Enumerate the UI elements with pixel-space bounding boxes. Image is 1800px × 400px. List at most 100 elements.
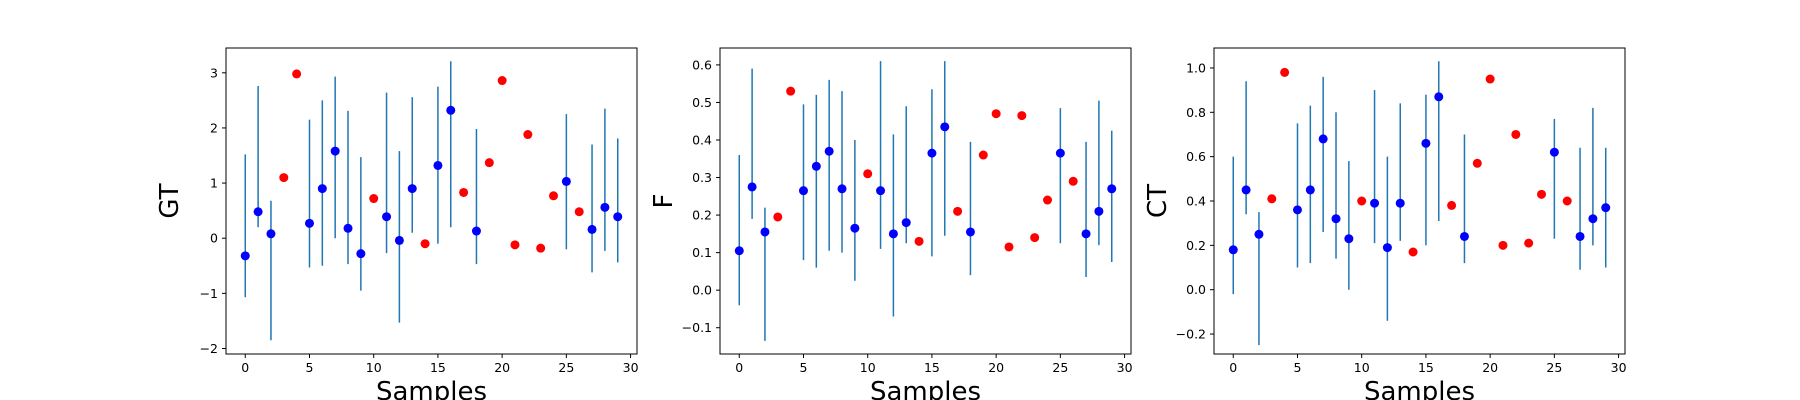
data-point <box>536 243 546 253</box>
data-point <box>561 176 571 186</box>
data-point <box>914 236 924 246</box>
data-point <box>1408 247 1418 257</box>
data-point <box>786 86 796 96</box>
data-point <box>1588 214 1598 224</box>
series-0 <box>734 61 1117 341</box>
x-tick-label: 5 <box>306 360 314 375</box>
data-point <box>876 186 886 196</box>
data-point <box>940 122 950 132</box>
y-tick-label: 2 <box>210 120 218 135</box>
x-tick-label: 25 <box>1546 360 1562 375</box>
data-point <box>266 229 276 239</box>
x-tick-label: 10 <box>1354 360 1370 375</box>
y-tick-label: 0.0 <box>692 283 712 298</box>
data-point <box>1318 134 1328 144</box>
data-point <box>1280 67 1290 77</box>
y-tick-label: 0.2 <box>692 208 712 223</box>
x-tick-label: 20 <box>988 360 1004 375</box>
x-tick-label: 0 <box>241 360 249 375</box>
series-1 <box>773 86 1078 252</box>
x-tick-label: 15 <box>430 360 446 375</box>
data-point <box>471 226 481 236</box>
data-point <box>240 251 250 261</box>
data-point <box>991 109 1001 119</box>
x-tick-label: 0 <box>735 360 743 375</box>
data-point <box>1068 176 1078 186</box>
data-point <box>837 184 847 194</box>
data-point <box>1395 198 1405 208</box>
data-point <box>407 184 417 194</box>
data-point <box>1472 158 1482 168</box>
series-0 <box>240 61 623 341</box>
plot-frame <box>225 47 638 355</box>
data-point <box>1267 194 1277 204</box>
data-point <box>1575 231 1585 241</box>
data-point <box>330 146 340 156</box>
data-point <box>574 207 584 217</box>
x-tick-label: 10 <box>366 360 382 375</box>
data-point <box>1305 185 1315 195</box>
y-tick-label: 0.2 <box>1186 238 1206 253</box>
data-point <box>446 105 456 115</box>
data-point <box>1434 92 1444 102</box>
data-point <box>1370 198 1380 208</box>
data-point <box>510 240 520 250</box>
data-point <box>1344 234 1354 244</box>
data-point <box>1107 184 1117 194</box>
x-tick-label: 30 <box>1611 360 1627 375</box>
data-point <box>317 184 327 194</box>
data-point <box>523 130 533 140</box>
data-point <box>549 191 559 201</box>
x-tick-label: 20 <box>1482 360 1498 375</box>
data-point <box>824 146 834 156</box>
data-point <box>798 186 808 196</box>
data-point <box>613 212 623 222</box>
data-point <box>1498 240 1508 250</box>
x-axis-label: Samples <box>870 377 981 400</box>
y-tick-label: −0.2 <box>1176 327 1206 342</box>
data-point <box>1094 206 1104 216</box>
data-point <box>484 158 494 168</box>
data-point <box>953 206 963 216</box>
data-point <box>304 218 314 228</box>
data-point <box>773 212 783 222</box>
series-1 <box>279 69 584 253</box>
data-point <box>497 76 507 86</box>
data-point <box>600 202 610 212</box>
y-tick-label: 0.4 <box>692 132 712 147</box>
data-point <box>1459 231 1469 241</box>
data-point <box>1511 129 1521 139</box>
data-point <box>965 227 975 237</box>
y-tick-label: 0.6 <box>692 57 712 72</box>
x-tick-label: 25 <box>558 360 574 375</box>
y-tick-label: 1 <box>210 176 218 191</box>
x-tick-label: 10 <box>860 360 876 375</box>
y-tick-label: 0.8 <box>1186 105 1206 120</box>
x-tick-label: 25 <box>1052 360 1068 375</box>
y-tick-label: 0.5 <box>692 95 712 110</box>
data-point <box>1254 229 1264 239</box>
y-tick-label: 0.0 <box>1186 282 1206 297</box>
data-point <box>1524 238 1534 248</box>
y-tick-label: −0.1 <box>682 320 712 335</box>
x-axis-label: Samples <box>1364 377 1475 400</box>
data-point <box>811 161 821 171</box>
x-tick-label: 0 <box>1229 360 1237 375</box>
data-point <box>1421 138 1431 148</box>
x-tick-label: 20 <box>494 360 510 375</box>
data-point <box>1447 200 1457 210</box>
data-point <box>356 249 366 259</box>
y-tick-label: 3 <box>210 65 218 80</box>
x-tick-label: 5 <box>800 360 808 375</box>
x-tick-label: 30 <box>1117 360 1133 375</box>
data-point <box>369 194 379 204</box>
data-point <box>1382 243 1392 253</box>
data-point <box>1030 233 1040 243</box>
data-point <box>382 212 392 222</box>
series-0 <box>1228 61 1611 346</box>
data-point <box>1228 245 1238 255</box>
data-point <box>343 223 353 233</box>
data-point <box>292 69 302 79</box>
data-point <box>734 246 744 256</box>
